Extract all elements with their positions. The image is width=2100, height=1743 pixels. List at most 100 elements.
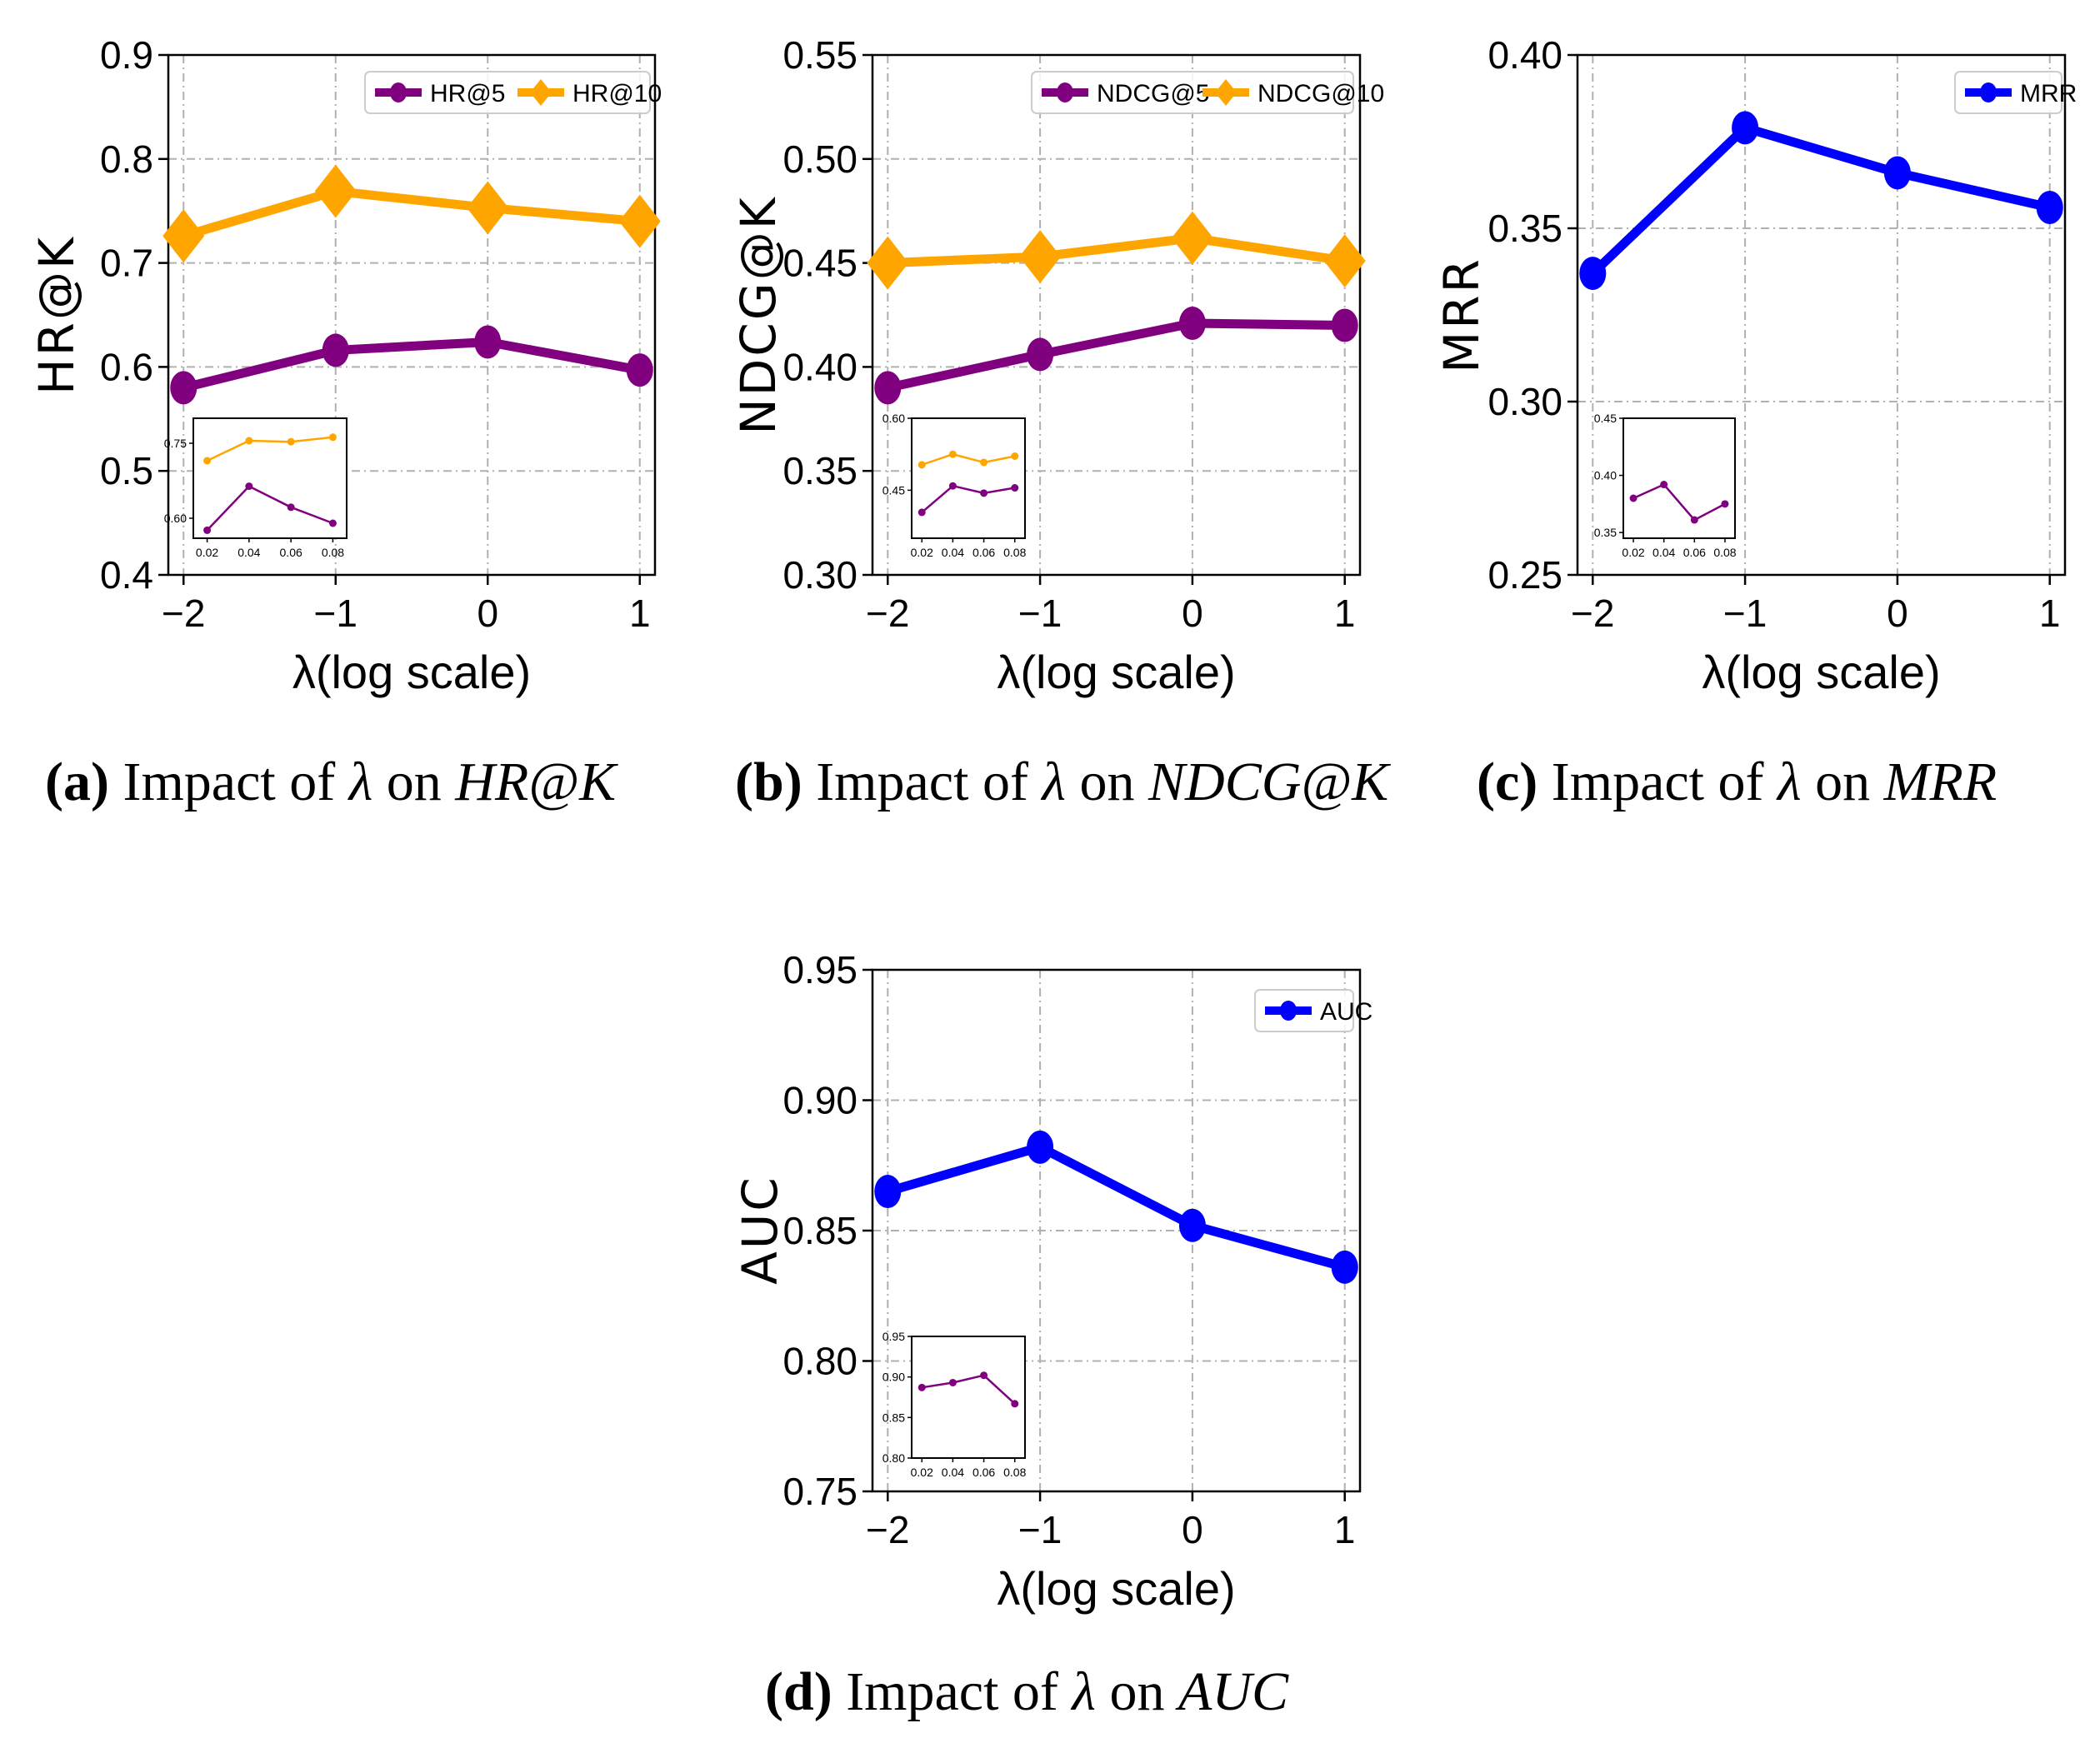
caption-part: Impact of xyxy=(846,1661,1058,1722)
inset-x-tick-label: 0.02 xyxy=(196,546,218,559)
series-line-HR@10 xyxy=(182,186,641,241)
inset-x-tick-label: 0.02 xyxy=(1622,546,1644,559)
plot-frame xyxy=(1576,53,2067,577)
caption-part xyxy=(968,752,982,812)
y-tick-label: 0.35 xyxy=(782,449,858,492)
caption-part: HR@K xyxy=(454,752,618,812)
x-tick-label: −2 xyxy=(866,1508,909,1551)
data-point-HR@10 xyxy=(314,164,357,218)
caption-part: AUC xyxy=(1175,1661,1289,1722)
caption-part: MRR xyxy=(1883,752,1998,812)
caption-part: c xyxy=(1495,752,1519,812)
y-tick-label: 0.55 xyxy=(782,33,858,77)
chart-d: 0.75 0.80 0.85 0.90 0.95 −2 −1 0 1 λ(log scale) AU… xyxy=(732,948,1372,1615)
x-tick-label: 1 xyxy=(2039,592,2061,635)
data-point-MRR xyxy=(1579,257,1607,291)
x-tick-label: −1 xyxy=(1018,592,1062,635)
caption-part: on xyxy=(1080,752,1135,812)
x-axis-label: λ(log scale) xyxy=(997,1562,1235,1615)
legend-label: MRR xyxy=(2020,80,2077,107)
caption-part xyxy=(1096,1661,1110,1722)
inset-data-point xyxy=(1690,516,1698,524)
data-point-HR@5 xyxy=(322,333,349,367)
caption-d: (d) Impact of λ on AUC xyxy=(765,1661,1289,1722)
y-axis-label: AUC xyxy=(732,1175,788,1285)
caption-part xyxy=(1165,1661,1179,1722)
y-tick-label: 0.5 xyxy=(100,449,153,492)
x-tick-label: 1 xyxy=(1334,1508,1356,1551)
data-point-NDCG@5 xyxy=(1178,306,1206,340)
inset-series-line xyxy=(207,436,333,462)
y-tick-label: 0.80 xyxy=(782,1340,858,1383)
inset-frame xyxy=(911,417,1026,539)
legend-box xyxy=(364,71,651,114)
y-tick-label: 0.40 xyxy=(1488,33,1562,77)
x-tick-label: 0 xyxy=(1887,592,1908,635)
data-point-NDCG@5 xyxy=(1331,308,1358,342)
inset-y-tick-label: 0.45 xyxy=(1594,412,1617,425)
inset-y-tick-label: 0.75 xyxy=(164,437,187,450)
caption-part: λ xyxy=(348,752,373,812)
caption-part: on xyxy=(1815,752,1870,812)
legend-box xyxy=(1031,71,1354,114)
data-point-HR@5 xyxy=(170,371,198,405)
y-tick-label: 0.40 xyxy=(782,345,858,388)
inset-frame xyxy=(911,1336,1026,1459)
y-tick-label: 0.6 xyxy=(100,345,153,388)
inset-chart: 0.45 0.60 0.02 0.04 0.06 0.08 xyxy=(882,412,1027,559)
plot-frame xyxy=(167,53,657,577)
inset-x-tick-label: 0.08 xyxy=(1003,546,1026,559)
caption-part: Impact of xyxy=(122,752,335,812)
caption-part xyxy=(1028,752,1042,812)
inset-x-tick-label: 0.02 xyxy=(911,546,933,559)
chart-a: 0.4 0.5 0.6 0.7 0.8 0.9 −2 −1 0 1 λ(log scale) HR@K… xyxy=(28,33,662,698)
caption-c: (c) Impact of λ on MRR xyxy=(1477,752,1997,812)
y-tick-label: 0.75 xyxy=(782,1470,858,1513)
caption-part: NDCG@K xyxy=(1148,752,1391,812)
data-point-MRR xyxy=(2036,191,2063,225)
legend-marker xyxy=(1215,79,1237,106)
caption-part xyxy=(1066,752,1080,812)
x-tick-label: 0 xyxy=(1182,1508,1203,1551)
y-tick-label: 0.8 xyxy=(100,137,153,181)
inset-data-point xyxy=(1629,494,1638,502)
inset-y-tick-label: 0.90 xyxy=(882,1371,905,1384)
caption-a: (a) Impact of λ on HR@K xyxy=(45,752,618,812)
caption-part: ) xyxy=(784,752,816,812)
inset-data-point xyxy=(1721,500,1729,508)
legend-label: AUC xyxy=(1320,998,1372,1026)
inset-x-tick-label: 0.06 xyxy=(972,1466,995,1479)
y-tick-label: 0.50 xyxy=(782,137,858,181)
caption-part xyxy=(1058,1661,1072,1722)
data-point-HR@5 xyxy=(626,353,653,387)
caption-part: b xyxy=(753,752,784,812)
inset-data-point xyxy=(918,461,926,469)
caption-part: ) xyxy=(1519,752,1551,812)
caption-part xyxy=(335,752,349,812)
x-axis-label: λ(log scale) xyxy=(997,646,1235,698)
data-point-AUC xyxy=(1331,1250,1358,1284)
inset-x-tick-label: 0.04 xyxy=(1652,546,1675,559)
caption-part: on xyxy=(1110,1661,1165,1722)
y-tick-label: 0.30 xyxy=(1488,380,1562,423)
inset-x-tick-label: 0.04 xyxy=(942,546,964,559)
legend-label: NDCG@5 xyxy=(1097,80,1209,107)
data-point-HR@10 xyxy=(467,181,509,235)
inset-series-line xyxy=(921,452,1016,467)
inset-series-line xyxy=(206,485,333,532)
inset-data-point xyxy=(980,458,988,467)
data-point-NDCG@10 xyxy=(867,236,909,290)
legend-marker xyxy=(530,79,552,106)
x-tick-label: −2 xyxy=(866,592,909,635)
x-tick-label: 1 xyxy=(629,592,651,635)
inset-data-point xyxy=(948,450,957,458)
caption-part: of xyxy=(982,752,1028,812)
legend-label: HR@10 xyxy=(572,80,662,107)
data-point-AUC xyxy=(1178,1208,1206,1242)
y-tick-label: 0.25 xyxy=(1488,553,1562,597)
inset-series-line xyxy=(922,1374,1016,1405)
x-axis-label: λ(log scale) xyxy=(292,646,531,698)
inset-y-tick-label: 0.60 xyxy=(882,412,905,425)
data-point-NDCG@10 xyxy=(1323,234,1366,288)
